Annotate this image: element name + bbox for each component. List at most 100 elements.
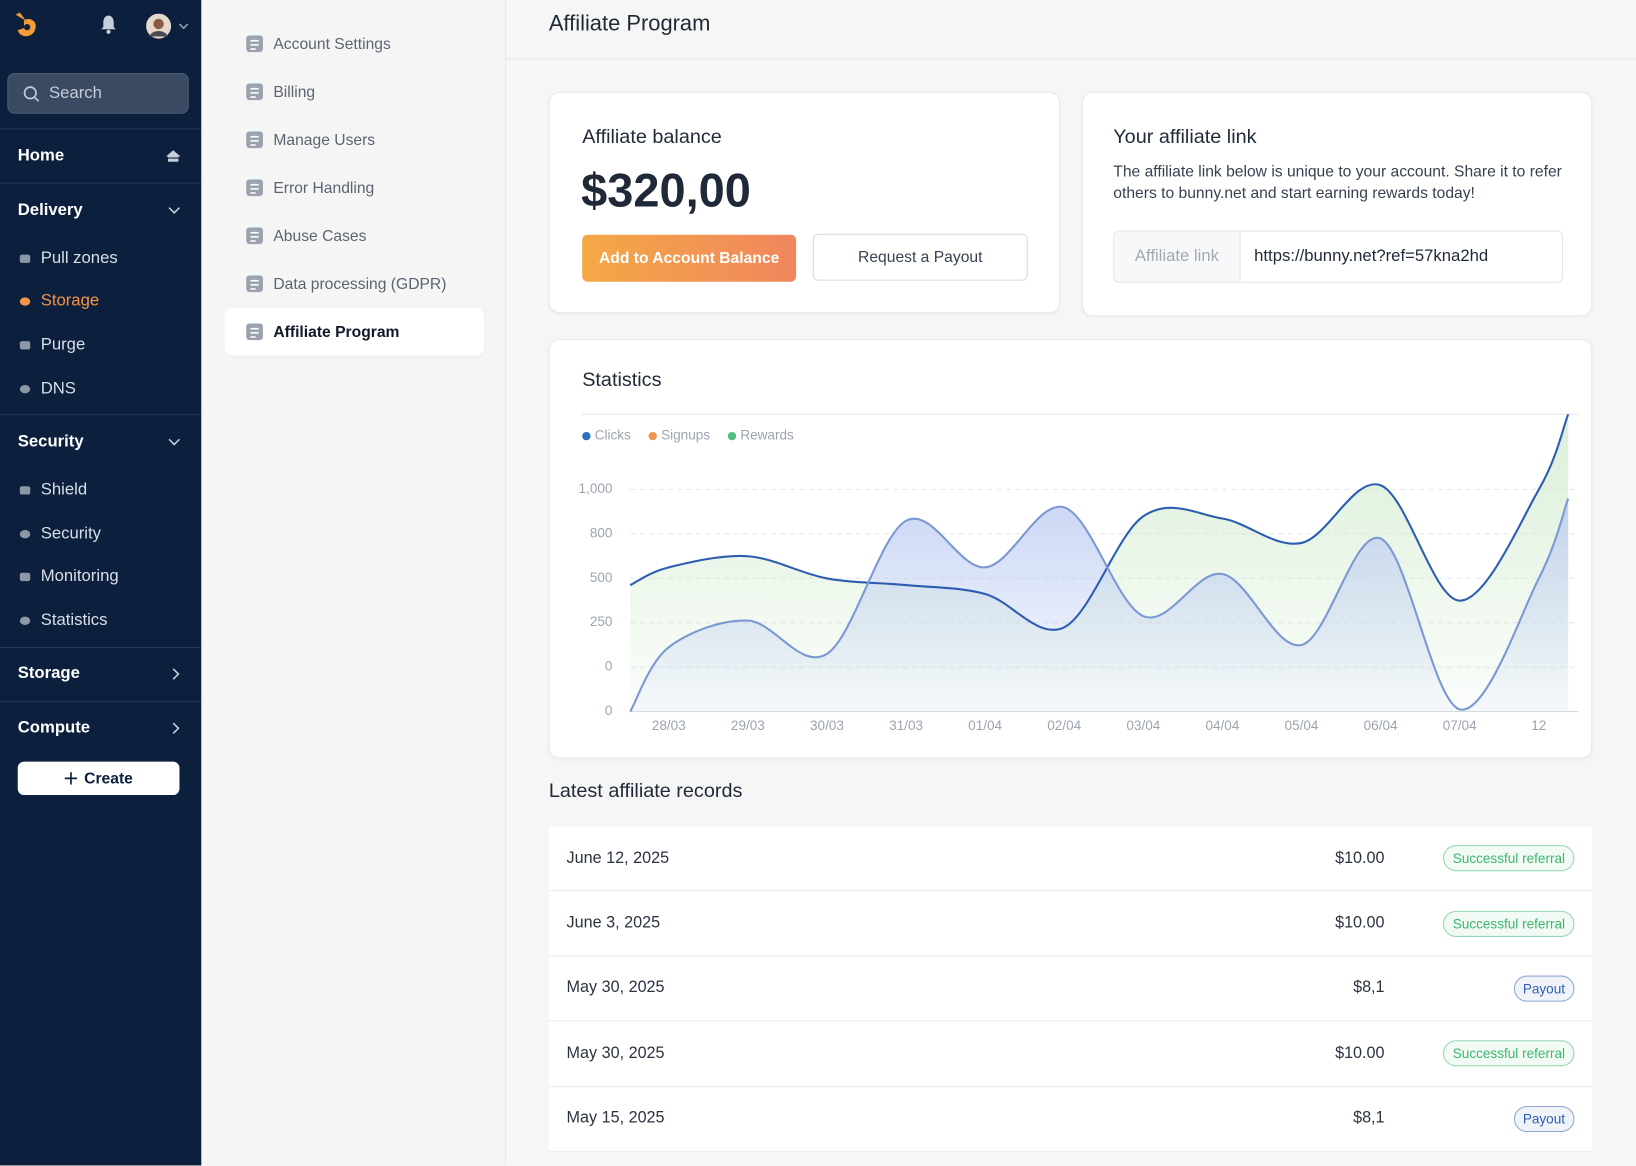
- link-url: https://bunny.net?ref=57kna2hd: [1254, 247, 1489, 266]
- nav-section-header[interactable]: Home: [0, 129, 201, 182]
- record-amount: $10.00: [1335, 1044, 1385, 1063]
- record-amount: $8,1: [1353, 979, 1385, 997]
- status-badge: Payout: [1513, 1105, 1575, 1132]
- link-title: Your affiliate link: [1113, 126, 1257, 149]
- nav-item-icon: [19, 616, 31, 625]
- chart-title: Statistics: [582, 369, 661, 391]
- x-tick-label: 07/04: [1443, 718, 1477, 733]
- search-box[interactable]: Search: [7, 73, 189, 114]
- x-tick-label: 12: [1531, 718, 1546, 733]
- status-badge: Successful referral: [1443, 845, 1575, 872]
- x-tick-label: 06/04: [1364, 718, 1398, 733]
- nav-item[interactable]: Monitoring: [0, 556, 201, 599]
- record-date: June 3, 2025: [566, 914, 661, 932]
- nav-items: Shield Security Monitoring Statistics: [0, 469, 201, 647]
- x-tick-label: 31/03: [889, 718, 923, 733]
- settings-menu-item[interactable]: Account Settings: [224, 20, 484, 68]
- logo[interactable]: [11, 10, 40, 39]
- record-amount: $10.00: [1335, 848, 1385, 867]
- status-badge: Successful referral: [1443, 910, 1575, 937]
- nav-item-icon: [19, 254, 31, 263]
- record-date: May 30, 2025: [566, 979, 665, 997]
- page-title: Affiliate Program: [548, 11, 711, 36]
- user-avatar[interactable]: [146, 13, 192, 41]
- menu-icon: [246, 179, 263, 197]
- icon-detail: [250, 231, 259, 242]
- settings-menu-item[interactable]: Affiliate Program: [224, 307, 485, 356]
- plus-icon: [64, 772, 77, 785]
- record-row: May 15, 2025 $8,1 Payout: [548, 1087, 1593, 1152]
- legend-label: Rewards: [740, 428, 794, 443]
- icon-shape: [19, 254, 31, 263]
- menu-item-label: Affiliate Program: [273, 322, 400, 341]
- icon-shape: [246, 275, 263, 293]
- settings-menu-item[interactable]: Error Handling: [224, 164, 484, 212]
- nav-item-label: Pull zones: [40, 249, 118, 267]
- menu-item-label: Error Handling: [273, 178, 375, 197]
- menu-item-label: Manage Users: [273, 130, 376, 149]
- create-label: Create: [84, 769, 133, 788]
- settings-menu-item[interactable]: Data processing (GDPR): [224, 260, 484, 308]
- top-bar: [506, 0, 1636, 60]
- icon-shape: [246, 35, 263, 53]
- nav-item[interactable]: DNS: [0, 367, 201, 410]
- menu-icon: [246, 323, 263, 341]
- nav-item[interactable]: Storage: [0, 280, 201, 323]
- icon-detail: [250, 183, 259, 194]
- menu-item-label: Abuse Cases: [273, 226, 367, 245]
- x-tick-label: 03/04: [1126, 718, 1160, 733]
- icon-detail: [250, 327, 259, 338]
- record-row: June 12, 2025 $10.00 Successful referral: [548, 826, 1593, 892]
- x-tick-label: 01/04: [968, 718, 1002, 733]
- nav-item-icon: [19, 529, 31, 539]
- icon-detail: [250, 87, 259, 98]
- nav-section: Security Shield Security Monitoring Statisti…: [0, 414, 202, 647]
- menu-icon: [246, 275, 263, 293]
- balance-title: Affiliate balance: [582, 126, 722, 149]
- nav-item[interactable]: Purge: [0, 324, 201, 367]
- create-button[interactable]: Create: [17, 761, 180, 796]
- nav-section-title: Delivery: [17, 200, 83, 219]
- nav-section-header[interactable]: Security: [0, 416, 201, 469]
- record-row: June 3, 2025 $10.00 Successful referral: [548, 891, 1593, 957]
- link-description: The affiliate link below is unique to yo…: [1113, 162, 1562, 203]
- settings-menu: Account Settings Billing Manage Users Error…: [224, 20, 485, 356]
- icon-detail: [250, 135, 259, 146]
- notifications-icon[interactable]: [99, 14, 118, 35]
- x-tick-label: 04/04: [1205, 718, 1239, 733]
- nav-item[interactable]: Security: [0, 512, 201, 555]
- nav-section-header[interactable]: Delivery: [0, 184, 201, 237]
- icon-shape: [19, 297, 31, 307]
- nav-item[interactable]: Pull zones: [0, 237, 201, 280]
- legend-swatch: [648, 431, 657, 441]
- statistics-card: Statistics 1,000 800 500 250 0 0 28/03 29/03 30/…: [548, 339, 1593, 759]
- record-date: May 30, 2025: [566, 1044, 665, 1063]
- nav-section-header[interactable]: Compute: [0, 702, 201, 755]
- nav-item-label: Monitoring: [40, 567, 119, 586]
- menu-item-label: Data processing (GDPR): [273, 274, 447, 293]
- icon-shape: [246, 227, 263, 245]
- y-tick-label: 800: [590, 525, 613, 540]
- add-balance-button[interactable]: Add to Account Balance: [582, 234, 797, 282]
- nav-item[interactable]: Statistics: [0, 599, 201, 642]
- nav-section-header[interactable]: Storage: [0, 648, 201, 701]
- icon-shape: [246, 323, 263, 341]
- nav-section-title: Compute: [17, 719, 91, 737]
- icon-shape: [19, 529, 31, 539]
- menu-item-label: Account Settings: [273, 34, 391, 53]
- nav-item-icon: [19, 573, 31, 582]
- series-line: [629, 413, 1570, 631]
- settings-menu-item[interactable]: Billing: [224, 68, 484, 116]
- record-row: May 30, 2025 $8,1 Payout: [548, 957, 1593, 1022]
- settings-menu-item[interactable]: Manage Users: [224, 116, 484, 164]
- status-badge: Successful referral: [1443, 1040, 1575, 1067]
- request-payout-button[interactable]: Request a Payout: [812, 233, 1028, 281]
- link-field[interactable]: Affiliate link https://bunny.net?ref=57k…: [1113, 230, 1563, 283]
- nav-item-label: Shield: [40, 481, 88, 499]
- nav-item[interactable]: Shield: [0, 469, 201, 512]
- series-line: [629, 498, 1570, 713]
- settings-menu-item[interactable]: Abuse Cases: [224, 212, 484, 260]
- nav-item-icon: [19, 384, 31, 393]
